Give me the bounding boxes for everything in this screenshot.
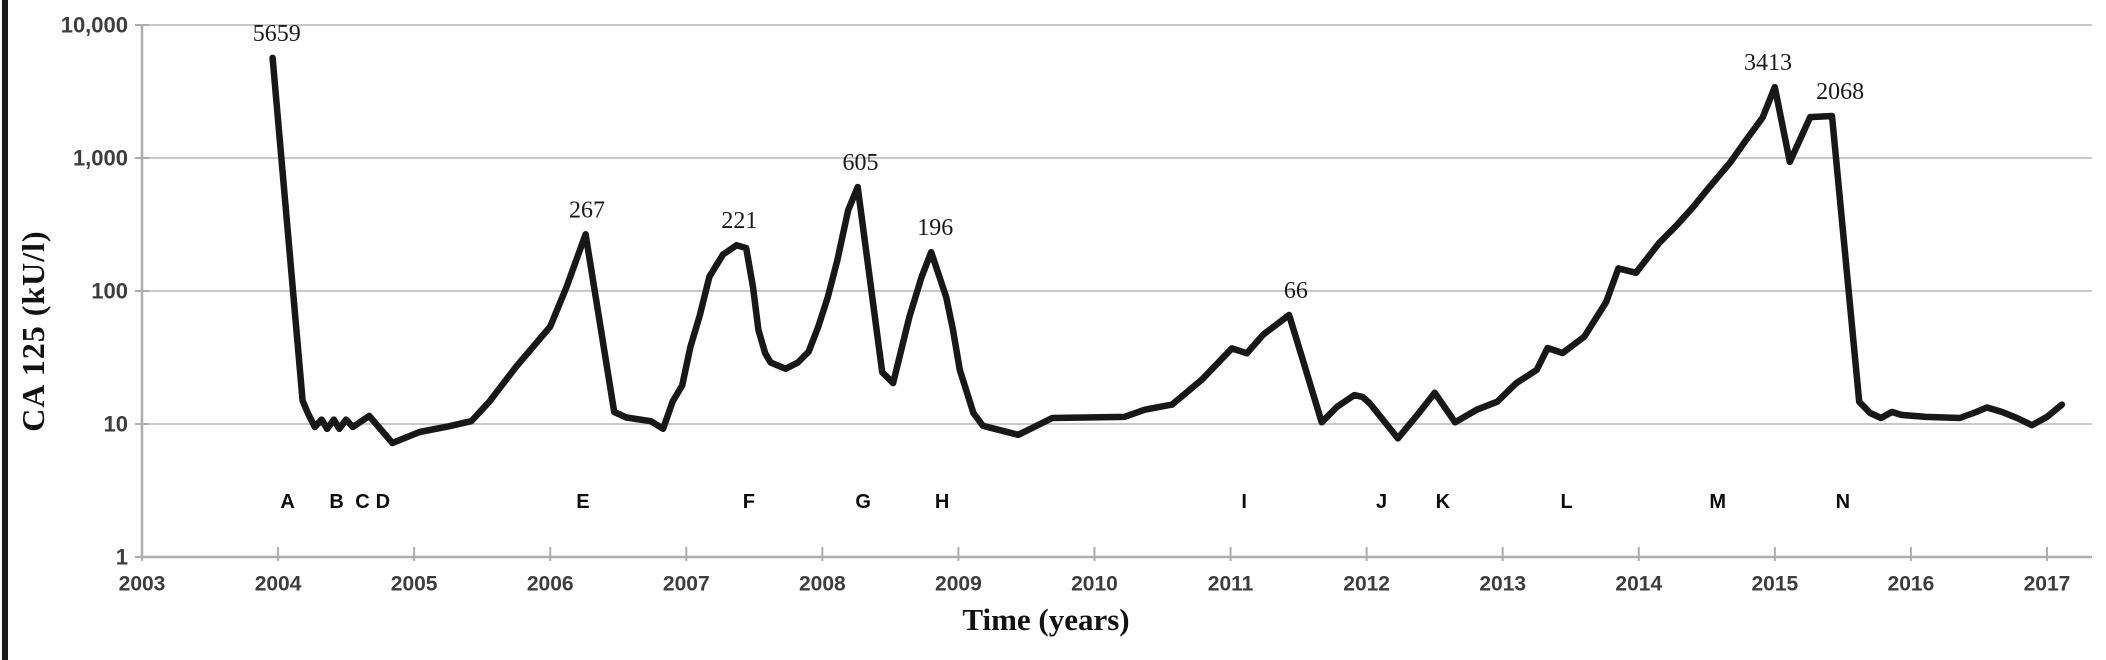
event-letter-A: A xyxy=(280,491,294,513)
x-tick-label-2010: 2010 xyxy=(1071,573,1118,596)
peak-label-267: 267 xyxy=(569,197,605,223)
peak-label-5659: 5659 xyxy=(253,21,301,47)
y-tick-label-10: 10 xyxy=(104,412,128,437)
y-tick-label-1: 1 xyxy=(116,545,128,570)
x-tick-label-2011: 2011 xyxy=(1208,573,1254,596)
gridlines xyxy=(142,24,2092,425)
y-tick-label-10,000: 10,000 xyxy=(61,13,128,38)
x-tick-label-2003: 2003 xyxy=(119,573,166,596)
x-tick-label-2007: 2007 xyxy=(663,573,710,596)
x-tick-label-2016: 2016 xyxy=(1888,573,1935,596)
x-tick-label-2017: 2017 xyxy=(2024,573,2071,596)
event-letter-F: F xyxy=(743,491,755,513)
peak-label-2068: 2068 xyxy=(1816,79,1864,105)
event-letter-C: C xyxy=(355,491,369,513)
peak-label-605: 605 xyxy=(842,150,878,176)
x-tick-label-2013: 2013 xyxy=(1479,573,1526,596)
event-letter-N: N xyxy=(1836,491,1850,513)
event-letter-K: K xyxy=(1436,491,1451,513)
event-letter-L: L xyxy=(1561,491,1573,513)
x-tick-label-2006: 2006 xyxy=(527,573,574,596)
axes xyxy=(135,24,2092,561)
y-tick-label-100: 100 xyxy=(91,279,128,304)
event-letter-M: M xyxy=(1709,491,1726,513)
x-tick-label-2005: 2005 xyxy=(391,573,438,596)
peak-label-3413: 3413 xyxy=(1744,50,1792,76)
x-tick-label-2012: 2012 xyxy=(1343,573,1390,596)
x-tick-label-2009: 2009 xyxy=(935,573,982,596)
peak-label-66: 66 xyxy=(1284,278,1308,304)
x-axis-tick-labels: 2003 2004 2005 2006 2007 2008 2009 2010 2011 2012… xyxy=(119,573,2071,596)
peak-label-196: 196 xyxy=(917,215,953,241)
event-letter-G: G xyxy=(855,491,871,513)
figure-left-border xyxy=(2,0,8,660)
event-letter-D: D xyxy=(376,491,390,513)
peak-label-221: 221 xyxy=(721,208,757,234)
x-tick-label-2014: 2014 xyxy=(1615,573,1662,596)
y-tick-label-1,000: 1,000 xyxy=(73,146,128,171)
event-letter-E: E xyxy=(576,491,589,513)
event-letter-H: H xyxy=(935,491,949,513)
event-letter-J: J xyxy=(1376,491,1387,513)
x-tick-label-2004: 2004 xyxy=(255,573,302,596)
peak-value-labels: 5659 267 221 605 196 66 3413 2068 xyxy=(253,21,1864,304)
x-tick-label-2015: 2015 xyxy=(1751,573,1798,596)
x-tick-label-2008: 2008 xyxy=(799,573,846,596)
event-letter-I: I xyxy=(1241,491,1247,513)
series-line-ca125 xyxy=(269,54,2066,447)
x-axis-title: Time (years) xyxy=(962,602,1130,637)
y-axis-tick-labels: 10,000 1,000 100 10 1 xyxy=(61,13,128,570)
event-letter-B: B xyxy=(329,491,343,513)
